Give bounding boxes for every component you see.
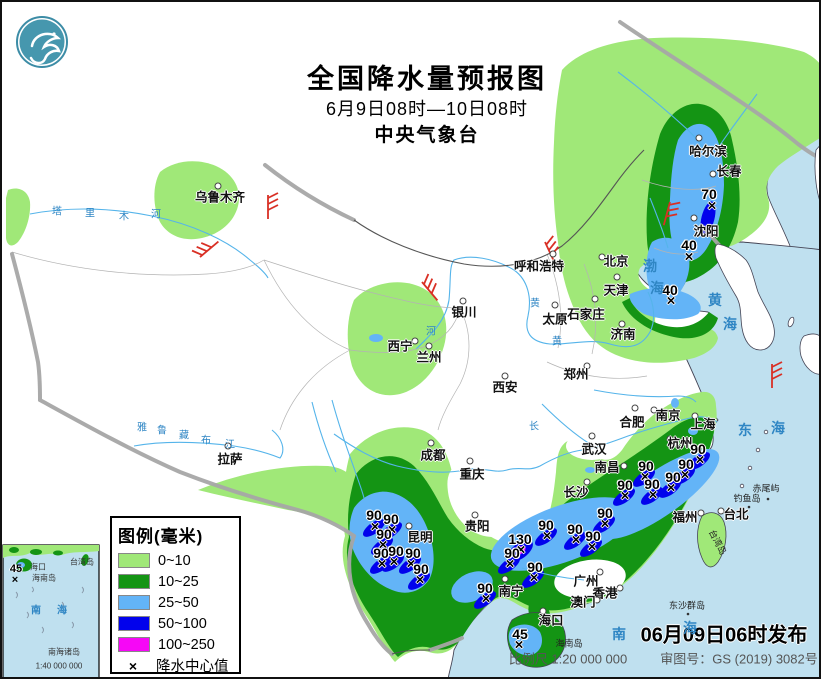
forecast-period: 6月9日08时—10日08时	[325, 99, 529, 119]
city-marker	[593, 596, 601, 604]
city-marker	[695, 134, 703, 142]
rain-blob	[687, 452, 711, 470]
rain-blob	[612, 488, 636, 506]
rain-blob	[632, 469, 656, 487]
inset-map	[2, 544, 100, 677]
map-approval-number: 审图号：GS (2019) 3082号	[660, 651, 818, 667]
rain-core-blob	[516, 545, 526, 555]
rain-blob	[579, 539, 603, 557]
legend-swatch	[118, 553, 150, 568]
legend-item: 50~100	[118, 613, 233, 634]
legend-swatch	[118, 616, 150, 631]
city-marker	[425, 342, 433, 350]
city-marker	[501, 372, 509, 380]
legend-swatch	[118, 637, 150, 652]
rain-blob	[640, 487, 664, 505]
legend-item: 0~10	[118, 550, 233, 571]
city-marker	[666, 435, 674, 443]
city-marker	[466, 457, 474, 465]
legend-swatch	[118, 574, 150, 589]
city-marker	[697, 509, 705, 517]
city-marker	[717, 507, 725, 515]
city-marker	[709, 170, 717, 178]
front-symbol	[267, 192, 279, 220]
city-marker	[596, 568, 604, 576]
city-marker	[620, 462, 628, 470]
city-marker	[411, 337, 419, 345]
city-marker	[471, 511, 479, 519]
city-marker	[613, 273, 621, 281]
rain-blob	[563, 532, 587, 550]
rain-blob	[497, 556, 521, 574]
city-marker	[501, 575, 509, 583]
legend-range-label: 25~50	[158, 594, 199, 611]
rain-blob	[473, 591, 497, 609]
city-marker	[618, 320, 626, 328]
city-marker	[690, 214, 698, 222]
rain-blob	[369, 556, 393, 574]
rain-blob	[398, 556, 422, 574]
city-marker	[616, 584, 624, 592]
publish-time: 06月09日06时发布	[640, 624, 808, 647]
city-marker	[588, 432, 596, 440]
rain-blob	[592, 516, 616, 534]
legend-marker-row: × 降水中心值	[118, 655, 233, 676]
rain-blob	[658, 480, 682, 498]
legend-range-label: 10~25	[158, 573, 199, 590]
agency-name: 中央气象台	[374, 125, 480, 146]
rain-blob	[379, 522, 403, 540]
rain-blob	[362, 519, 386, 537]
rain-blob	[407, 572, 431, 590]
province-borders	[11, 179, 717, 431]
rain-blob	[534, 528, 558, 546]
city-marker	[405, 522, 413, 530]
islands	[507, 512, 727, 668]
city-marker	[224, 442, 232, 450]
city-marker	[583, 478, 591, 486]
legend-range-label: 100~250	[158, 636, 215, 653]
legend-range-label: 50~100	[158, 615, 207, 632]
river-layer	[29, 71, 758, 581]
legend-box: 图例(毫米) 0~10 10~25 25~50 50~100 100~250 × 降水中…	[110, 516, 241, 676]
city-marker	[691, 412, 699, 420]
city-marker	[591, 295, 599, 303]
city-marker	[551, 301, 559, 309]
cma-dragon-logo	[16, 16, 68, 68]
rain-blob	[370, 537, 394, 555]
city-marker	[539, 607, 547, 615]
legend-item: 10~25	[118, 571, 233, 592]
rain-blob	[381, 554, 405, 572]
legend-item: 25~50	[118, 592, 233, 613]
legend-range-label: 0~10	[158, 552, 191, 569]
city-marker	[214, 182, 222, 190]
legend-title: 图例(毫米)	[118, 527, 204, 546]
page-title: 全国降水量预报图	[307, 64, 547, 94]
city-marker	[631, 404, 639, 412]
legend-swatch	[118, 595, 150, 610]
land-patches	[686, 145, 819, 616]
legend-rows: 0~10 10~25 25~50 50~100 100~250	[118, 550, 233, 655]
city-marker	[650, 406, 658, 414]
precip-center-x-icon: ×	[128, 657, 138, 674]
city-marker	[549, 250, 557, 258]
city-marker	[427, 439, 435, 447]
rain-blob	[521, 570, 545, 588]
legend-item: 100~250	[118, 634, 233, 655]
city-marker	[598, 253, 606, 261]
city-marker	[459, 297, 467, 305]
map-scale: 比例尺 1:20 000 000	[508, 651, 628, 667]
city-marker	[583, 362, 591, 370]
legend-marker-label: 降水中心值	[156, 659, 229, 675]
precip-layer	[6, 37, 819, 662]
